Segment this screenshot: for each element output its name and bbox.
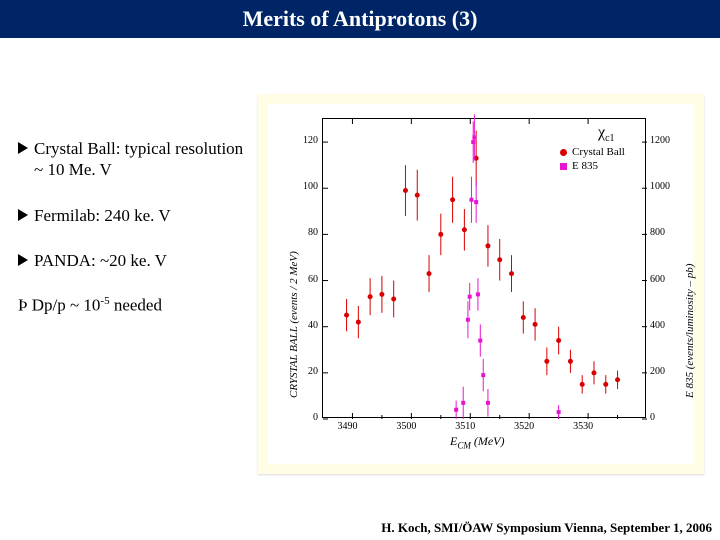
legend-label: E 835	[572, 160, 598, 172]
chart-legend: Crystal Ball E 835	[560, 146, 625, 174]
x-axis-label: ECM (MeV)	[450, 434, 505, 450]
footer-attribution: H. Koch, SMI/ÖAW Symposium Vienna, Septe…	[381, 520, 712, 536]
xtick-label: 3490	[337, 421, 357, 432]
content-area: Crystal Ball: typical resolution ~ 10 Me…	[0, 38, 720, 518]
ytick-right-label: 0	[650, 412, 655, 423]
xtick-label: 3510	[455, 421, 475, 432]
xtick-label: 3500	[396, 421, 416, 432]
bullet-item: PANDA: ~20 ke. V	[18, 250, 248, 271]
conclusion-suffix: needed	[110, 296, 162, 315]
ytick-right-label: 600	[650, 274, 665, 285]
legend-label: Crystal Ball	[572, 146, 625, 158]
bullet-item: Fermilab: 240 ke. V	[18, 205, 248, 226]
ytick-right-label: 1200	[650, 135, 670, 146]
legend-item: E 835	[560, 160, 625, 172]
legend-item: Crystal Ball	[560, 146, 625, 158]
ytick-right-label: 200	[650, 366, 665, 377]
ytick-left-label: 100	[294, 181, 318, 192]
ytick-right-label: 800	[650, 227, 665, 238]
chi-annotation: χc1	[598, 124, 615, 144]
triangle-icon	[18, 254, 28, 266]
ytick-left-label: 120	[294, 135, 318, 146]
y-axis-right-label: E 835 (events/luminosity – pb)	[684, 264, 696, 398]
bullet-text: PANDA: ~20 ke. V	[34, 250, 167, 271]
bullet-list: Crystal Ball: typical resolution ~ 10 Me…	[18, 138, 248, 316]
slide-title: Merits of Antiprotons (3)	[243, 6, 478, 32]
chart-container: 0204060801001200200400600800100012003490…	[258, 94, 704, 474]
title-bar: Merits of Antiprotons (3)	[0, 0, 720, 38]
ytick-left-label: 80	[294, 227, 318, 238]
ytick-right-label: 400	[650, 320, 665, 331]
conclusion-prefix: Þ Dp/p ~ 10	[18, 296, 100, 315]
triangle-icon	[18, 142, 28, 154]
bullet-item: Crystal Ball: typical resolution ~ 10 Me…	[18, 138, 248, 181]
bullet-text: Fermilab: 240 ke. V	[34, 205, 171, 226]
chart-inner: 0204060801001200200400600800100012003490…	[268, 104, 694, 464]
legend-marker-icon	[560, 163, 567, 170]
bullet-text: Crystal Ball: typical resolution ~ 10 Me…	[34, 138, 248, 181]
ytick-left-label: 0	[294, 412, 318, 423]
conclusion-line: Þ Dp/p ~ 10-5 needed	[18, 295, 248, 316]
ytick-right-label: 1000	[650, 181, 670, 192]
xtick-label: 3530	[573, 421, 593, 432]
xtick-label: 3520	[514, 421, 534, 432]
y-axis-left-label: CRYSTAL BALL (events / 2 MeV)	[288, 251, 300, 398]
conclusion-exponent: -5	[100, 295, 109, 307]
triangle-icon	[18, 209, 28, 221]
legend-marker-icon	[560, 149, 567, 156]
